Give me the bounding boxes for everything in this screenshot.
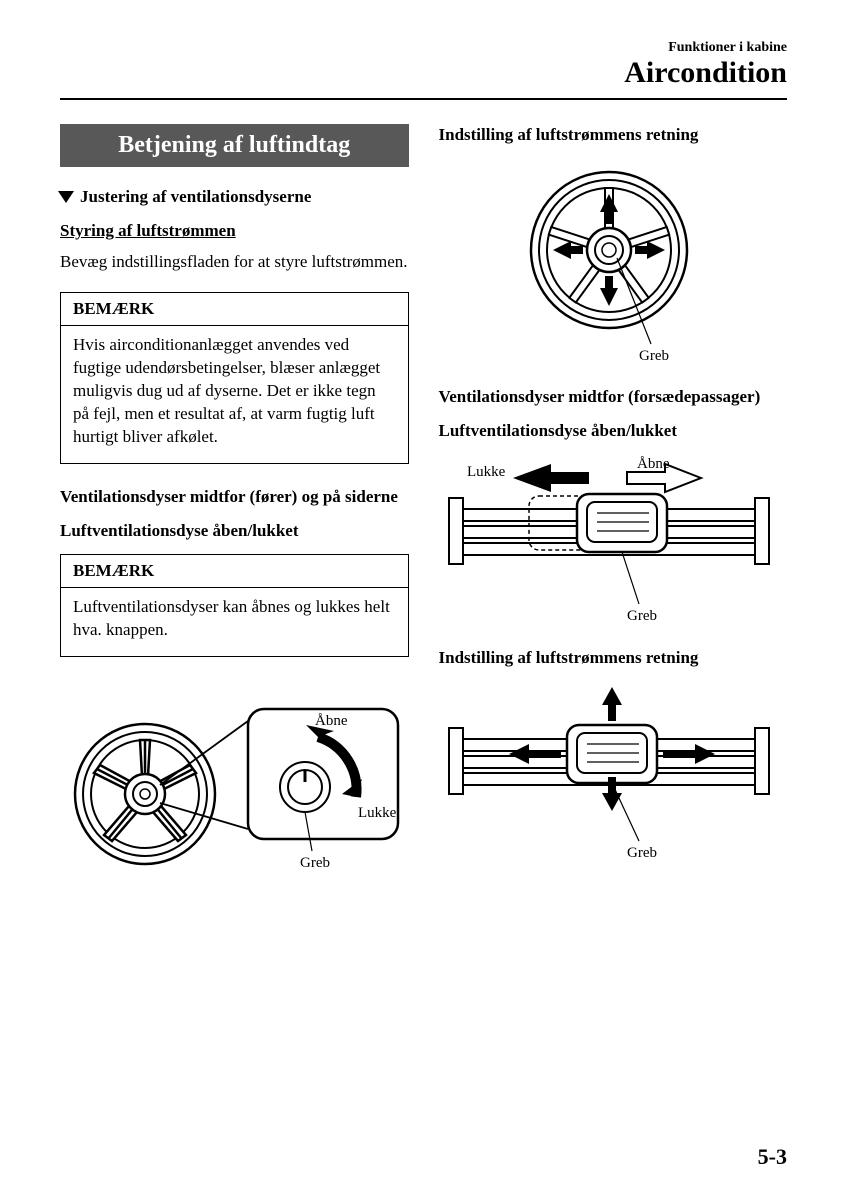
vent-open-title-2: Luftventilationsdyse åben/lukket	[439, 420, 788, 442]
note-2-title: BEMÆRK	[61, 555, 408, 588]
note-1-title: BEMÆRK	[61, 293, 408, 326]
header-subtitle: Funktioner i kabine	[60, 40, 787, 56]
subsection-adjustment-label: Justering af ventilationsdyserne	[80, 187, 311, 207]
rect-vent-openclose-svg: Lukke Åbne Greb	[439, 454, 779, 629]
diagram-rect-vent-openclose: Lukke Åbne Greb	[439, 454, 788, 629]
left-column: Betjening af luftindtag Justering af ven…	[60, 124, 409, 897]
note-box-2: BEMÆRK Luftventilationsdyser kan åbnes o…	[60, 554, 409, 657]
vent-knob-svg: Åbne Lukke Greb	[60, 679, 400, 879]
vent-driver-title: Ventilationsdyser midtfor (fører) og på …	[60, 486, 409, 508]
note-2-body: Luftventilationsdyser kan åbnes og lukke…	[61, 588, 408, 656]
label-greb-2: Greb	[639, 348, 669, 364]
vent-arrows-svg: Greb	[439, 158, 779, 368]
vent-passenger-title: Ventilationsdyser midtfor (forsædepassag…	[439, 386, 788, 408]
header-rule	[60, 98, 787, 100]
label-greb-4: Greb	[627, 845, 657, 861]
page-number: 5-3	[758, 1144, 787, 1170]
header-title: Aircondition	[60, 56, 787, 90]
label-greb-1: Greb	[300, 855, 330, 871]
note-1-body: Hvis airconditionanlægget anvendes ved f…	[61, 326, 408, 463]
diagram-vent-arrows: Greb	[439, 158, 788, 368]
page-header: Funktioner i kabine Aircondition	[60, 40, 787, 90]
section-banner: Betjening af luftindtag	[60, 124, 409, 167]
label-abne-2: Åbne	[637, 456, 670, 472]
diagram-rect-vent-4arrows: Greb	[439, 681, 788, 866]
right-column: Indstilling af luftstrømmens retning	[439, 124, 788, 897]
airflow-control-body: Bevæg indstillingsfladen for at styre lu…	[60, 251, 409, 274]
note-box-1: BEMÆRK Hvis airconditionanlægget anvende…	[60, 292, 409, 464]
rect-vent-4arrows-svg: Greb	[439, 681, 779, 866]
triangle-down-icon	[58, 191, 74, 203]
label-lukke: Lukke	[358, 805, 397, 821]
diagram-vent-knob: Åbne Lukke Greb	[60, 679, 409, 879]
vent-open-title: Luftventilationsdyse åben/lukket	[60, 520, 409, 542]
label-lukke-2: Lukke	[467, 464, 506, 480]
label-greb-3: Greb	[627, 608, 657, 624]
label-abne: Åbne	[315, 713, 348, 729]
airflow-direction-title-1: Indstilling af luftstrømmens retning	[439, 124, 788, 146]
content-columns: Betjening af luftindtag Justering af ven…	[60, 124, 787, 897]
airflow-direction-title-2: Indstilling af luftstrømmens retning	[439, 647, 788, 669]
airflow-control-title: Styring af luftstrømmen	[60, 221, 409, 241]
subsection-adjustment: Justering af ventilationsdyserne	[60, 187, 409, 207]
